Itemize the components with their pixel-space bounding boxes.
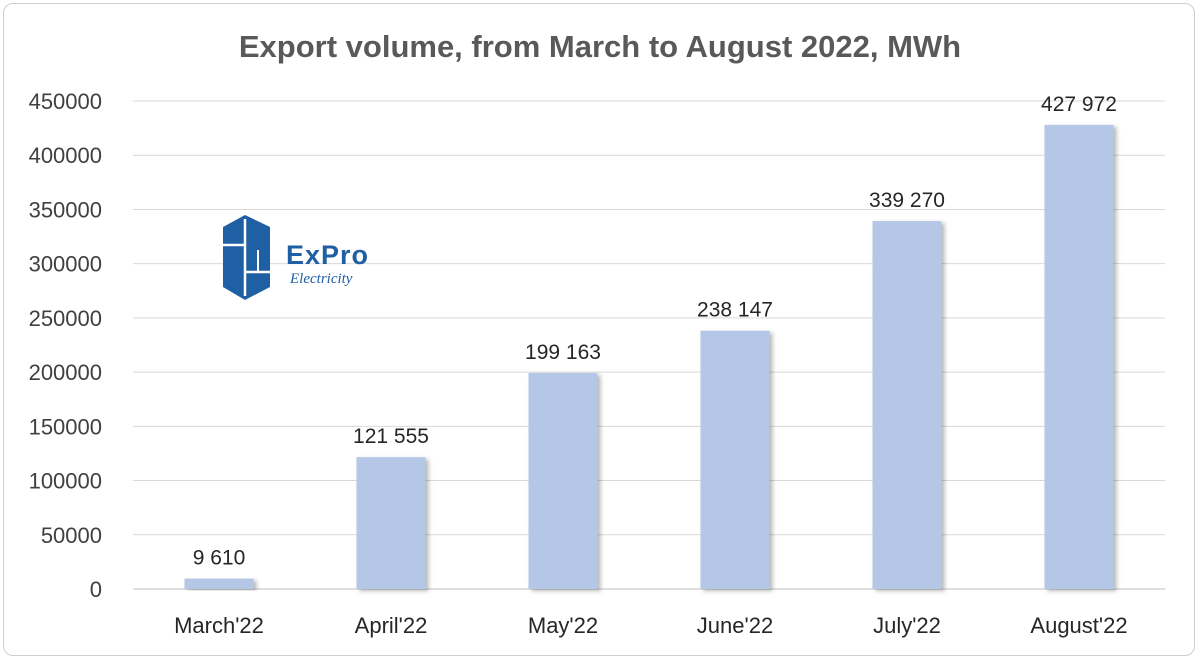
y-tick-label: 150000	[29, 414, 102, 439]
data-label: 427 972	[1041, 93, 1117, 116]
data-label: 9 610	[193, 547, 246, 570]
chart-frame	[3, 3, 1195, 656]
y-tick-label: 50000	[41, 523, 102, 548]
expro-logo: ExPro Electricity	[223, 215, 369, 300]
data-label: 121 555	[353, 425, 429, 448]
bars	[184, 124, 1114, 589]
bar-april-22	[356, 457, 426, 589]
y-axis-tick-labels: 0 50000 100000 150000 200000 250000 300000 3500…	[29, 89, 102, 602]
category-label: April'22	[355, 613, 428, 638]
x-axis-category-labels: March'22 April'22 May'22 June'22 July'22 Augu…	[174, 613, 1127, 638]
y-tick-label: 100000	[29, 469, 102, 494]
bar-may-22	[528, 373, 598, 589]
gridlines	[133, 100, 1165, 590]
logo-tagline: Electricity	[289, 271, 353, 287]
y-tick-label: 0	[90, 577, 102, 602]
category-label: March'22	[174, 613, 264, 638]
bar-march-22	[184, 578, 254, 589]
y-tick-label: 400000	[29, 143, 102, 168]
category-label: May'22	[528, 613, 598, 638]
logo-wordmark: ExPro	[286, 240, 369, 270]
y-tick-label: 200000	[29, 360, 102, 385]
data-label: 199 163	[525, 341, 601, 364]
category-label: July'22	[873, 613, 941, 638]
bar-july-22	[872, 221, 942, 589]
bar-august-22	[1044, 124, 1114, 589]
data-label: 238 147	[697, 299, 773, 322]
chart-title: Export volume, from March to August 2022…	[239, 29, 961, 64]
y-tick-label: 300000	[29, 252, 102, 277]
data-labels: 9 610 121 555 199 163 238 147 339 270 427 972	[193, 93, 1117, 570]
y-tick-label: 250000	[29, 306, 102, 331]
category-label: August'22	[1030, 613, 1127, 638]
bar-june-22	[700, 330, 770, 589]
category-label: June'22	[697, 613, 773, 638]
y-tick-label: 350000	[29, 197, 102, 222]
data-label: 339 270	[869, 189, 945, 212]
y-tick-label: 450000	[29, 89, 102, 114]
expro-logo-icon	[223, 215, 270, 300]
